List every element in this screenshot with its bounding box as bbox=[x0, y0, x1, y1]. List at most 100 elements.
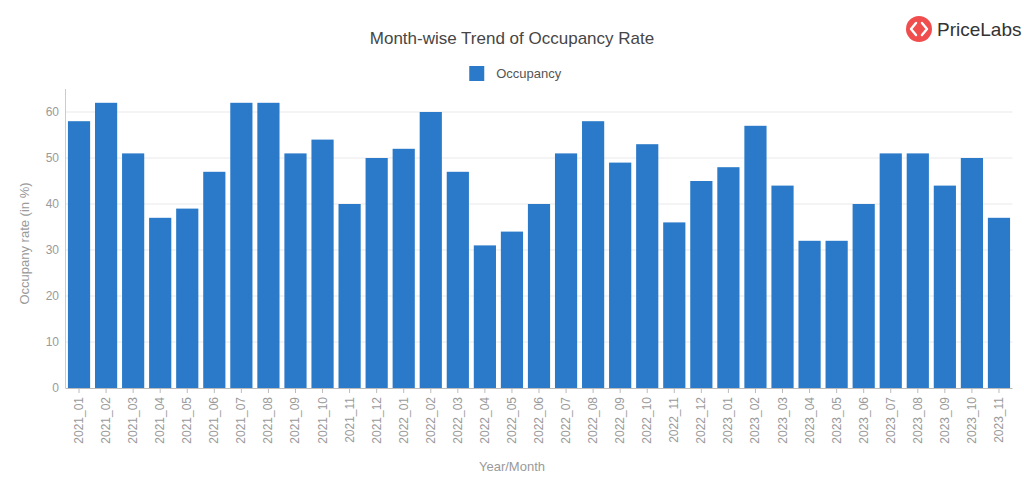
x-tick-label: 2022_10 bbox=[640, 397, 654, 444]
x-tick-label: 2023_02 bbox=[748, 397, 762, 444]
x-tick bbox=[674, 388, 675, 393]
bar bbox=[474, 245, 496, 388]
x-tick-label: 2021_08 bbox=[261, 397, 275, 444]
y-axis: 0102030405060 bbox=[46, 89, 1013, 395]
y-tick-label: 50 bbox=[46, 151, 60, 165]
x-tick bbox=[728, 388, 729, 393]
bar bbox=[636, 144, 658, 388]
bar bbox=[528, 204, 550, 388]
x-tick bbox=[133, 388, 134, 393]
legend-swatch bbox=[469, 66, 484, 81]
x-tick-label: 2023_06 bbox=[857, 397, 871, 444]
bar bbox=[934, 186, 956, 388]
x-tick-label: 2022_02 bbox=[424, 397, 438, 444]
x-tick-label: 2022_03 bbox=[451, 397, 465, 444]
x-tick-label: 2023_05 bbox=[830, 397, 844, 444]
bar bbox=[257, 103, 279, 388]
bar bbox=[609, 163, 631, 388]
x-tick-label: 2022_11 bbox=[667, 397, 681, 443]
x-tick-label: 2021_02 bbox=[99, 397, 113, 444]
x-tick-label: 2022_12 bbox=[694, 397, 708, 444]
x-tick bbox=[241, 388, 242, 393]
x-tick-label: 2023_10 bbox=[965, 397, 979, 444]
x-tick bbox=[701, 388, 702, 393]
x-tick-label: 2022_05 bbox=[505, 397, 519, 444]
bar bbox=[122, 153, 144, 388]
y-tick-label: 60 bbox=[46, 105, 60, 119]
bar bbox=[880, 153, 902, 388]
x-tick bbox=[106, 388, 107, 393]
bar bbox=[798, 241, 820, 388]
grid-line bbox=[66, 112, 1013, 113]
x-tick bbox=[593, 388, 594, 393]
bar bbox=[420, 112, 442, 388]
bar bbox=[95, 103, 117, 388]
grid-line bbox=[66, 158, 1013, 159]
bar bbox=[230, 103, 252, 388]
logo-glyph bbox=[911, 23, 927, 35]
x-tick bbox=[403, 388, 404, 393]
bar bbox=[393, 149, 415, 388]
x-tick bbox=[809, 388, 810, 393]
x-tick bbox=[539, 388, 540, 393]
x-tick-label: 2021_01 bbox=[72, 397, 86, 444]
x-axis: 2021_012021_022021_032021_042021_052021_… bbox=[66, 388, 1013, 444]
x-tick bbox=[349, 388, 350, 393]
y-tick-label: 30 bbox=[46, 243, 60, 257]
x-tick bbox=[863, 388, 864, 393]
x-tick-label: 2022_08 bbox=[586, 397, 600, 444]
x-tick-label: 2023_01 bbox=[721, 397, 735, 444]
bar bbox=[203, 172, 225, 388]
x-tick-label: 2023_07 bbox=[884, 397, 898, 444]
y-axis-line bbox=[65, 89, 66, 388]
x-tick bbox=[620, 388, 621, 393]
x-tick-label: 2023_08 bbox=[911, 397, 925, 444]
bar bbox=[744, 126, 766, 388]
x-tick-label: 2022_04 bbox=[478, 397, 492, 444]
y-tick-label: 10 bbox=[46, 335, 60, 349]
y-tick-label: 40 bbox=[46, 197, 60, 211]
logo: PriceLabs bbox=[906, 16, 1022, 42]
x-tick-label: 2023_09 bbox=[938, 397, 952, 444]
x-tick-label: 2023_04 bbox=[803, 397, 817, 444]
bar bbox=[339, 204, 361, 388]
bar bbox=[582, 121, 604, 388]
bar bbox=[853, 204, 875, 388]
x-tick-label: 2021_06 bbox=[207, 397, 221, 444]
x-tick bbox=[944, 388, 945, 393]
x-tick-label: 2021_07 bbox=[234, 397, 248, 444]
bar bbox=[961, 158, 983, 388]
bar bbox=[311, 140, 333, 388]
x-tick bbox=[755, 388, 756, 393]
legend: Occupancy bbox=[469, 66, 562, 81]
x-tick-label: 2022_09 bbox=[613, 397, 627, 444]
logo-text: PriceLabs bbox=[937, 19, 1022, 40]
x-tick-label: 2022_01 bbox=[397, 397, 411, 444]
x-tick bbox=[511, 388, 512, 393]
x-tick-label: 2022_06 bbox=[532, 397, 546, 444]
bar bbox=[176, 209, 198, 388]
x-tick bbox=[376, 388, 377, 393]
x-tick bbox=[457, 388, 458, 393]
x-tick bbox=[160, 388, 161, 393]
bar bbox=[68, 121, 90, 388]
x-tick-label: 2021_09 bbox=[288, 397, 302, 444]
x-tick bbox=[782, 388, 783, 393]
bar bbox=[826, 241, 848, 388]
x-tick bbox=[295, 388, 296, 393]
x-tick-label: 2021_05 bbox=[180, 397, 194, 444]
x-tick-label: 2023_03 bbox=[776, 397, 790, 444]
x-tick bbox=[484, 388, 485, 393]
y-tick-label: 0 bbox=[52, 381, 59, 395]
bar bbox=[555, 153, 577, 388]
bar bbox=[771, 186, 793, 388]
x-tick bbox=[214, 388, 215, 393]
bar bbox=[447, 172, 469, 388]
bar bbox=[663, 222, 685, 388]
bar bbox=[284, 153, 306, 388]
x-tick bbox=[647, 388, 648, 393]
x-tick bbox=[430, 388, 431, 393]
bar bbox=[907, 153, 929, 388]
bar bbox=[717, 167, 739, 388]
x-tick bbox=[322, 388, 323, 393]
